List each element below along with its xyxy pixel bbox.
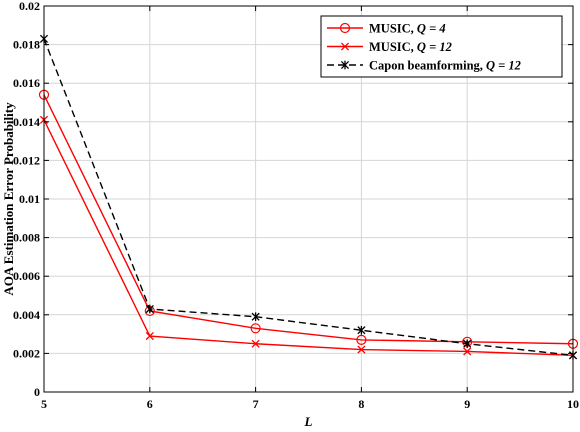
- series-1-point: [356, 334, 367, 345]
- y-tick-label: 0.016: [13, 76, 40, 90]
- legend-swatch-marker: [339, 22, 351, 34]
- legend-swatch-marker: [340, 60, 350, 70]
- y-tick-label: 0.01: [19, 192, 40, 206]
- x-tick-label: 7: [253, 397, 259, 411]
- axis-ticks: 5 6 7 8 9 10 0 0.002 0.004 0.006 0.008 0.01 0.012 0.0…: [13, 0, 579, 411]
- legend-entry-1: MUSIC, Q = 4: [369, 22, 446, 36]
- series-line-1: [43, 94, 574, 345]
- series-line-3: [43, 38, 574, 357]
- series-3-point: [357, 325, 366, 335]
- y-tick-label: 0.012: [13, 153, 40, 167]
- legend-swatch-marker: [340, 42, 350, 51]
- series-3-point: [251, 312, 260, 322]
- x-tick-label: 8: [358, 397, 364, 411]
- series-lines: [38, 34, 579, 360]
- y-tick-label: 0: [34, 385, 40, 399]
- series-2-point: [463, 347, 472, 356]
- series-1-point: [250, 323, 261, 334]
- x-axis-label: L: [304, 414, 313, 429]
- y-tick-label: 0.002: [13, 346, 40, 360]
- series-2-point: [145, 331, 154, 341]
- y-tick-label: 0.014: [13, 115, 40, 129]
- x-tick-label: 5: [41, 397, 47, 411]
- series-2-point: [357, 345, 366, 354]
- x-tick-label: 6: [147, 397, 153, 411]
- series-2-point: [251, 339, 260, 348]
- x-tick-label: 9: [464, 397, 470, 411]
- y-tick-label: 0.02: [19, 0, 40, 13]
- legend-entry-3: Capon beamforming, Q = 12: [369, 59, 521, 73]
- series-line-2: [43, 119, 574, 357]
- legend-entry-2: MUSIC, Q = 12: [369, 40, 452, 54]
- y-tick-label: 0.018: [13, 38, 40, 52]
- y-tick-label: 0.006: [13, 269, 40, 283]
- y-axis-label: AOA Estimation Error Probability: [1, 102, 16, 296]
- y-tick-label: 0.004: [13, 308, 40, 322]
- y-tick-label: 0.008: [13, 231, 40, 245]
- series-3-point: [463, 339, 472, 349]
- legend: MUSIC, Q = 4 MUSIC, Q = 12 Capon beamformi…: [320, 15, 563, 78]
- series-3-point: [145, 304, 154, 314]
- x-tick-label: 10: [567, 397, 579, 411]
